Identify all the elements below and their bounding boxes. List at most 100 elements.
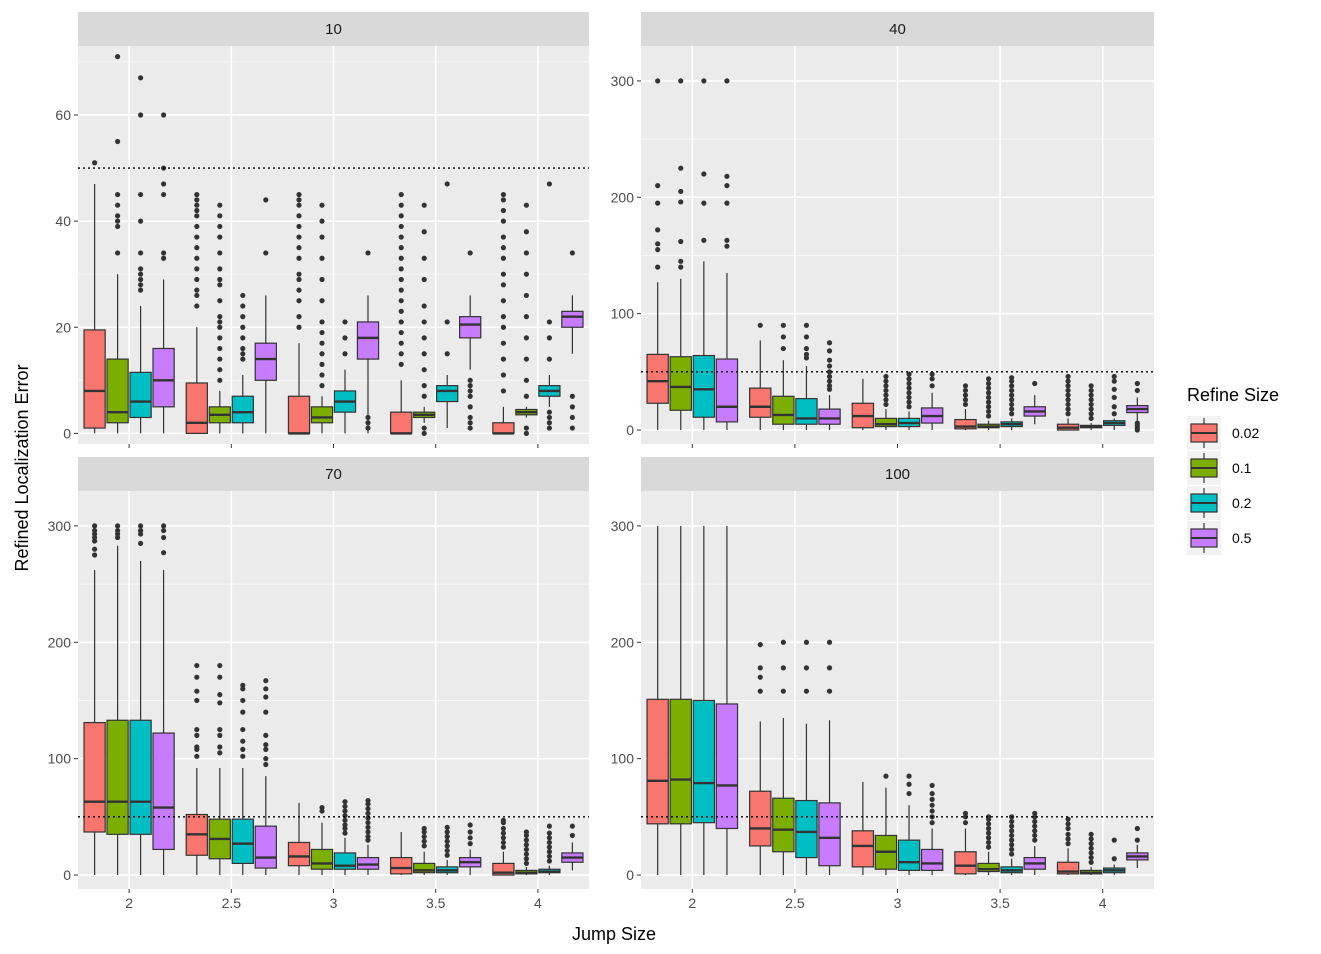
outlier-point [467, 414, 473, 421]
outlier-point [444, 852, 450, 858]
box-2-series-0.1 [669, 525, 692, 876]
outlier-point [803, 345, 810, 352]
outlier-point [115, 54, 121, 60]
outlier-point [240, 335, 246, 341]
outlier-point [546, 858, 552, 864]
outlier-point [780, 334, 786, 340]
outlier-point [985, 380, 992, 387]
outlier-point [296, 191, 302, 198]
y-tick-label: 300 [611, 518, 635, 534]
outlier-point [398, 255, 404, 261]
outlier-point [296, 197, 302, 203]
outlier-point [985, 390, 992, 396]
outlier-point [906, 371, 912, 377]
outlier-point [194, 266, 200, 272]
outlier-point [655, 183, 661, 189]
y-tick-label: 100 [611, 751, 635, 767]
legend-entry-0.5: 0.5 [1187, 521, 1252, 555]
box-body [874, 417, 898, 428]
outlier-point [421, 255, 427, 261]
outlier-point [398, 202, 404, 208]
outlier-point [194, 223, 200, 230]
outlier-point [523, 292, 530, 299]
box-3.5-series-0.2 [436, 824, 459, 876]
outlier-point [1111, 411, 1117, 417]
outlier-point [1032, 810, 1038, 816]
outlier-point [296, 314, 302, 320]
x-tick-label: 2.5 [785, 895, 805, 911]
box-body [310, 406, 334, 424]
outlier-point [546, 319, 552, 325]
outlier-point [319, 372, 325, 378]
outlier-point [217, 213, 223, 219]
box-body [851, 830, 875, 868]
facet-strip-label: 10 [325, 21, 342, 38]
outlier-point [137, 112, 144, 118]
outlier-point [421, 843, 427, 849]
outlier-point [1088, 845, 1094, 851]
facet-strip [641, 12, 1154, 46]
y-tick-label: 300 [611, 73, 635, 89]
outlier-point [546, 181, 552, 187]
outlier-point [365, 820, 371, 826]
outlier-point [263, 709, 269, 715]
box-3-series-0.1 [874, 373, 898, 431]
outlier-point [1088, 411, 1094, 417]
outlier-point [678, 199, 684, 205]
outlier-point [137, 75, 144, 81]
outlier-point [296, 271, 302, 277]
outlier-point [929, 371, 935, 377]
outlier-point [546, 409, 552, 415]
outlier-point [365, 250, 371, 256]
outlier-point [1088, 850, 1094, 856]
outlier-point [421, 229, 427, 235]
outlier-point [1088, 836, 1094, 842]
box-3.5-series-0.1 [413, 202, 436, 436]
outlier-point [398, 298, 404, 304]
outlier-point [678, 188, 684, 195]
box-body [954, 418, 977, 430]
outlier-point [365, 420, 371, 426]
outlier-point [398, 191, 404, 198]
box-4-series-0.2 [538, 823, 561, 876]
outlier-point [1009, 832, 1015, 839]
outlier-point [296, 298, 302, 304]
outlier-point [929, 790, 935, 797]
outlier-point [319, 351, 325, 357]
box-body [772, 797, 795, 853]
box-body [897, 839, 921, 871]
outlier-point [1009, 375, 1015, 381]
box-2.5-series-0.5 [254, 678, 277, 876]
outlier-point [1088, 831, 1094, 837]
outlier-point [115, 202, 121, 208]
outlier-point [217, 319, 223, 325]
y-tick-label: 300 [48, 518, 72, 534]
outlier-point [523, 430, 530, 436]
box-4-series-0.02 [492, 191, 515, 435]
outlier-point [115, 250, 121, 256]
outlier-point [724, 243, 730, 249]
outlier-point [757, 642, 763, 648]
box-body [152, 732, 175, 851]
box-body [646, 353, 669, 404]
outlier-point [780, 665, 786, 671]
outlier-point [655, 227, 661, 233]
outlier-point [137, 266, 144, 272]
outlier-point [962, 397, 969, 403]
outlier-point [296, 213, 302, 219]
legend-entry-0.1: 0.1 [1187, 451, 1252, 485]
box-3-series-0.1 [310, 804, 334, 876]
box-2-series-0.1 [106, 523, 129, 876]
outlier-point [1032, 832, 1038, 839]
outlier-point [115, 527, 121, 534]
outlier-point [523, 314, 530, 320]
y-tick-label: 60 [55, 107, 71, 123]
box-2.5-series-0.5 [818, 340, 841, 431]
outlier-point [421, 393, 427, 399]
outlier-point [1111, 394, 1117, 401]
box-3.5-series-0.2 [1000, 375, 1023, 431]
outlier-point [421, 838, 427, 844]
outlier-point [655, 200, 661, 206]
outlier-point [655, 241, 661, 247]
outlier-point [500, 218, 507, 224]
